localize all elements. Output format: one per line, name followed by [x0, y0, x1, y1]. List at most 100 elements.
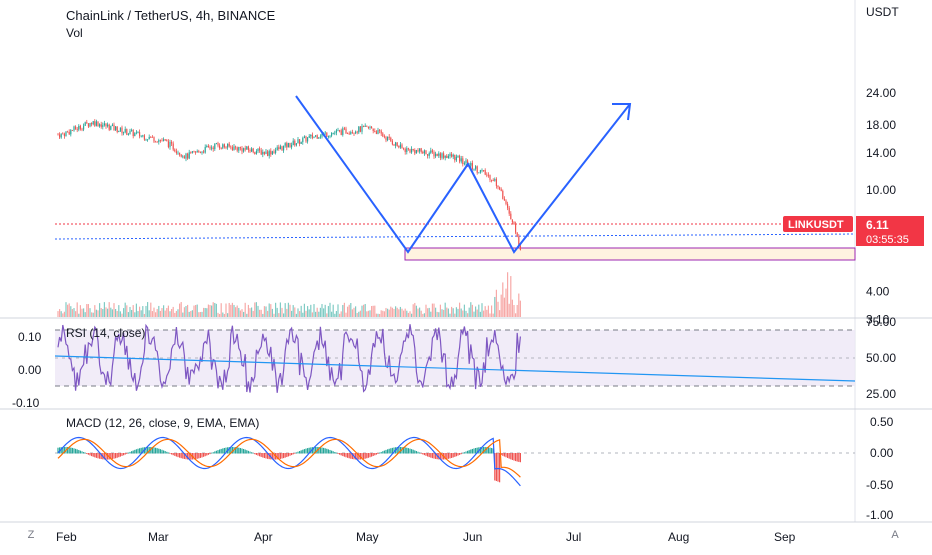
volume-bar	[342, 305, 344, 317]
arrowhead-icon	[612, 103, 632, 121]
macd-hist-bar	[67, 447, 69, 454]
volume-bar	[188, 311, 190, 317]
volume-bar	[412, 304, 414, 317]
candle-body	[238, 147, 240, 151]
macd-hist-bar	[73, 448, 75, 454]
candle-body	[140, 135, 142, 137]
candle-body	[427, 154, 429, 156]
candle-body	[99, 124, 101, 127]
volume-bar	[449, 313, 451, 317]
chart-title[interactable]: ChainLink / TetherUS, 4h, BINANCE	[66, 8, 276, 23]
candle-body	[377, 130, 379, 135]
volume-bar	[425, 304, 427, 317]
volume-bar	[108, 302, 110, 317]
volume-bar	[316, 307, 318, 317]
reference-line	[54, 233, 856, 240]
candle-body	[252, 148, 254, 153]
macd-hist-bar	[220, 448, 222, 454]
volume-bar	[105, 307, 107, 317]
volume-bar	[471, 304, 473, 317]
macd-hist-bar	[441, 453, 443, 460]
volume-bar	[279, 302, 281, 317]
macd-hist-bar	[510, 453, 512, 460]
volume-bar	[446, 307, 448, 317]
candle-body	[375, 131, 377, 135]
macd-hist-bar	[380, 451, 382, 454]
candle-body	[342, 128, 344, 135]
macd-hist-bar	[457, 453, 459, 456]
volume-bar	[388, 309, 390, 317]
candle-body	[155, 141, 157, 143]
candle-body	[209, 147, 211, 149]
candle-body	[359, 126, 361, 132]
volume-bar	[278, 313, 280, 317]
macd-hist-bar	[57, 447, 59, 454]
pattern-drawing[interactable]	[295, 95, 631, 254]
candle-body	[182, 156, 184, 158]
auto-scale-button[interactable]: A	[891, 529, 899, 541]
macd-hist-bar	[60, 447, 62, 454]
macd-label[interactable]: MACD (12, 26, close, 9, EMA, EMA)	[66, 416, 260, 430]
macd-hist-bar	[350, 453, 352, 459]
candle-body	[351, 132, 353, 133]
macd-hist-bar	[507, 453, 509, 458]
macd-hist-bar	[177, 453, 179, 458]
volume-bar	[118, 305, 120, 317]
macd-hist-bar	[508, 453, 510, 459]
candle-body	[201, 151, 203, 153]
macd-hist-bar	[94, 453, 96, 458]
candle-body	[204, 147, 206, 153]
candle-body	[428, 153, 430, 156]
macd-hist-bar	[139, 448, 141, 454]
macd-hist-bar	[107, 453, 109, 460]
volume-bar	[420, 310, 422, 317]
macd-hist-bar	[455, 453, 457, 457]
macd-hist-bar	[151, 447, 153, 454]
volume-label[interactable]: Vol	[66, 26, 83, 40]
price-badge-value: 6.11	[866, 218, 889, 232]
candle-body	[147, 139, 149, 141]
candle-body	[236, 147, 238, 151]
candle-body	[233, 146, 235, 151]
macd-hist-bar	[294, 453, 296, 454]
macd-hist-bar	[323, 447, 325, 454]
volume-bar	[457, 308, 459, 317]
candle-body	[108, 124, 110, 130]
candle-body	[119, 127, 121, 131]
volume-bar	[409, 311, 411, 317]
candle-body	[199, 151, 201, 153]
macd-hist-bar	[155, 447, 157, 454]
macd-hist-bar	[505, 453, 507, 458]
volume-bar	[363, 304, 365, 317]
candle-body	[407, 148, 409, 150]
candle-body	[369, 126, 371, 128]
volume-bar	[233, 304, 235, 317]
volume-bar	[467, 313, 469, 317]
rsi-label[interactable]: RSI (14, close)	[66, 326, 146, 340]
macd-hist-bar	[145, 447, 147, 454]
volume-bar	[505, 288, 507, 317]
support-zone[interactable]	[404, 247, 856, 261]
volume-bar	[262, 313, 264, 317]
candle-body	[196, 151, 198, 153]
macd-hist-bar	[511, 453, 513, 460]
rsi-trendline[interactable]	[54, 355, 856, 382]
volume-bar	[270, 304, 272, 317]
candle-body	[206, 145, 208, 148]
zoom-button[interactable]: Z	[27, 529, 35, 541]
macd-hist-bar	[81, 451, 83, 454]
macd-hist-bar	[379, 452, 381, 454]
rsi-left-tick: 0.10	[18, 330, 42, 344]
macd-hist-bar	[470, 449, 472, 454]
candle-body	[487, 174, 489, 176]
candle-body	[193, 151, 195, 152]
rsi-tick: 75.00	[866, 315, 896, 329]
candle-body	[444, 155, 446, 158]
candle-body	[310, 134, 312, 137]
candle-body	[164, 139, 166, 141]
candle-body	[62, 133, 64, 135]
volume-bar	[193, 305, 195, 317]
